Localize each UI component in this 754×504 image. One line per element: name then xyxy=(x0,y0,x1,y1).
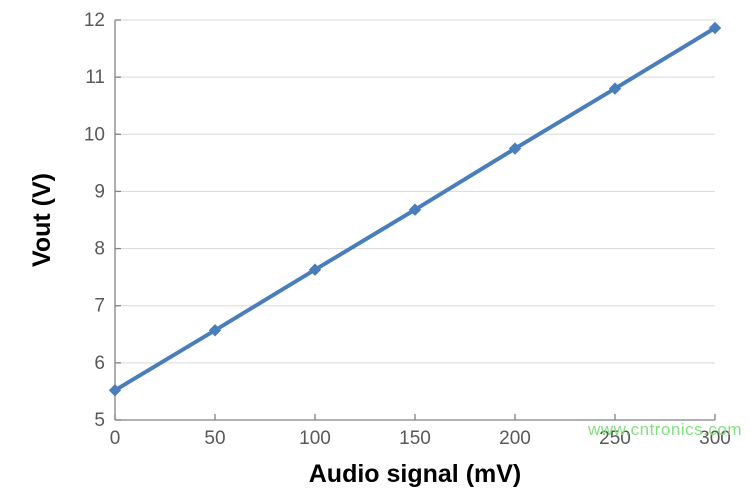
line-chart: 5 6 7 8 9 10 11 12 0 50 100 150 200 250 300 Vout (V) Aud… xyxy=(0,0,754,504)
x-tick-label: 150 xyxy=(399,428,431,449)
x-tick-label: 200 xyxy=(499,428,531,449)
y-tick-label: 8 xyxy=(94,239,105,260)
y-tick-label: 9 xyxy=(94,181,105,202)
y-tick-label: 5 xyxy=(94,410,105,431)
y-axis-title: Vout (V) xyxy=(28,173,56,267)
y-tick-label: 11 xyxy=(85,67,105,88)
y-tick-label: 6 xyxy=(94,353,105,374)
x-tick-label: 250 xyxy=(599,428,631,449)
chart-container: 5 6 7 8 9 10 11 12 0 50 100 150 200 250 300 Vout (V) Aud… xyxy=(0,0,754,504)
x-tick-label: 100 xyxy=(299,428,331,449)
x-tick-label: 50 xyxy=(204,428,225,449)
y-tick-label: 7 xyxy=(94,296,105,317)
x-axis-title: Audio signal (mV) xyxy=(309,460,522,488)
y-tick-label: 12 xyxy=(84,10,105,31)
y-tick-label: 10 xyxy=(84,124,105,145)
x-tick-label: 300 xyxy=(699,428,731,449)
x-tick-label: 0 xyxy=(110,428,121,449)
